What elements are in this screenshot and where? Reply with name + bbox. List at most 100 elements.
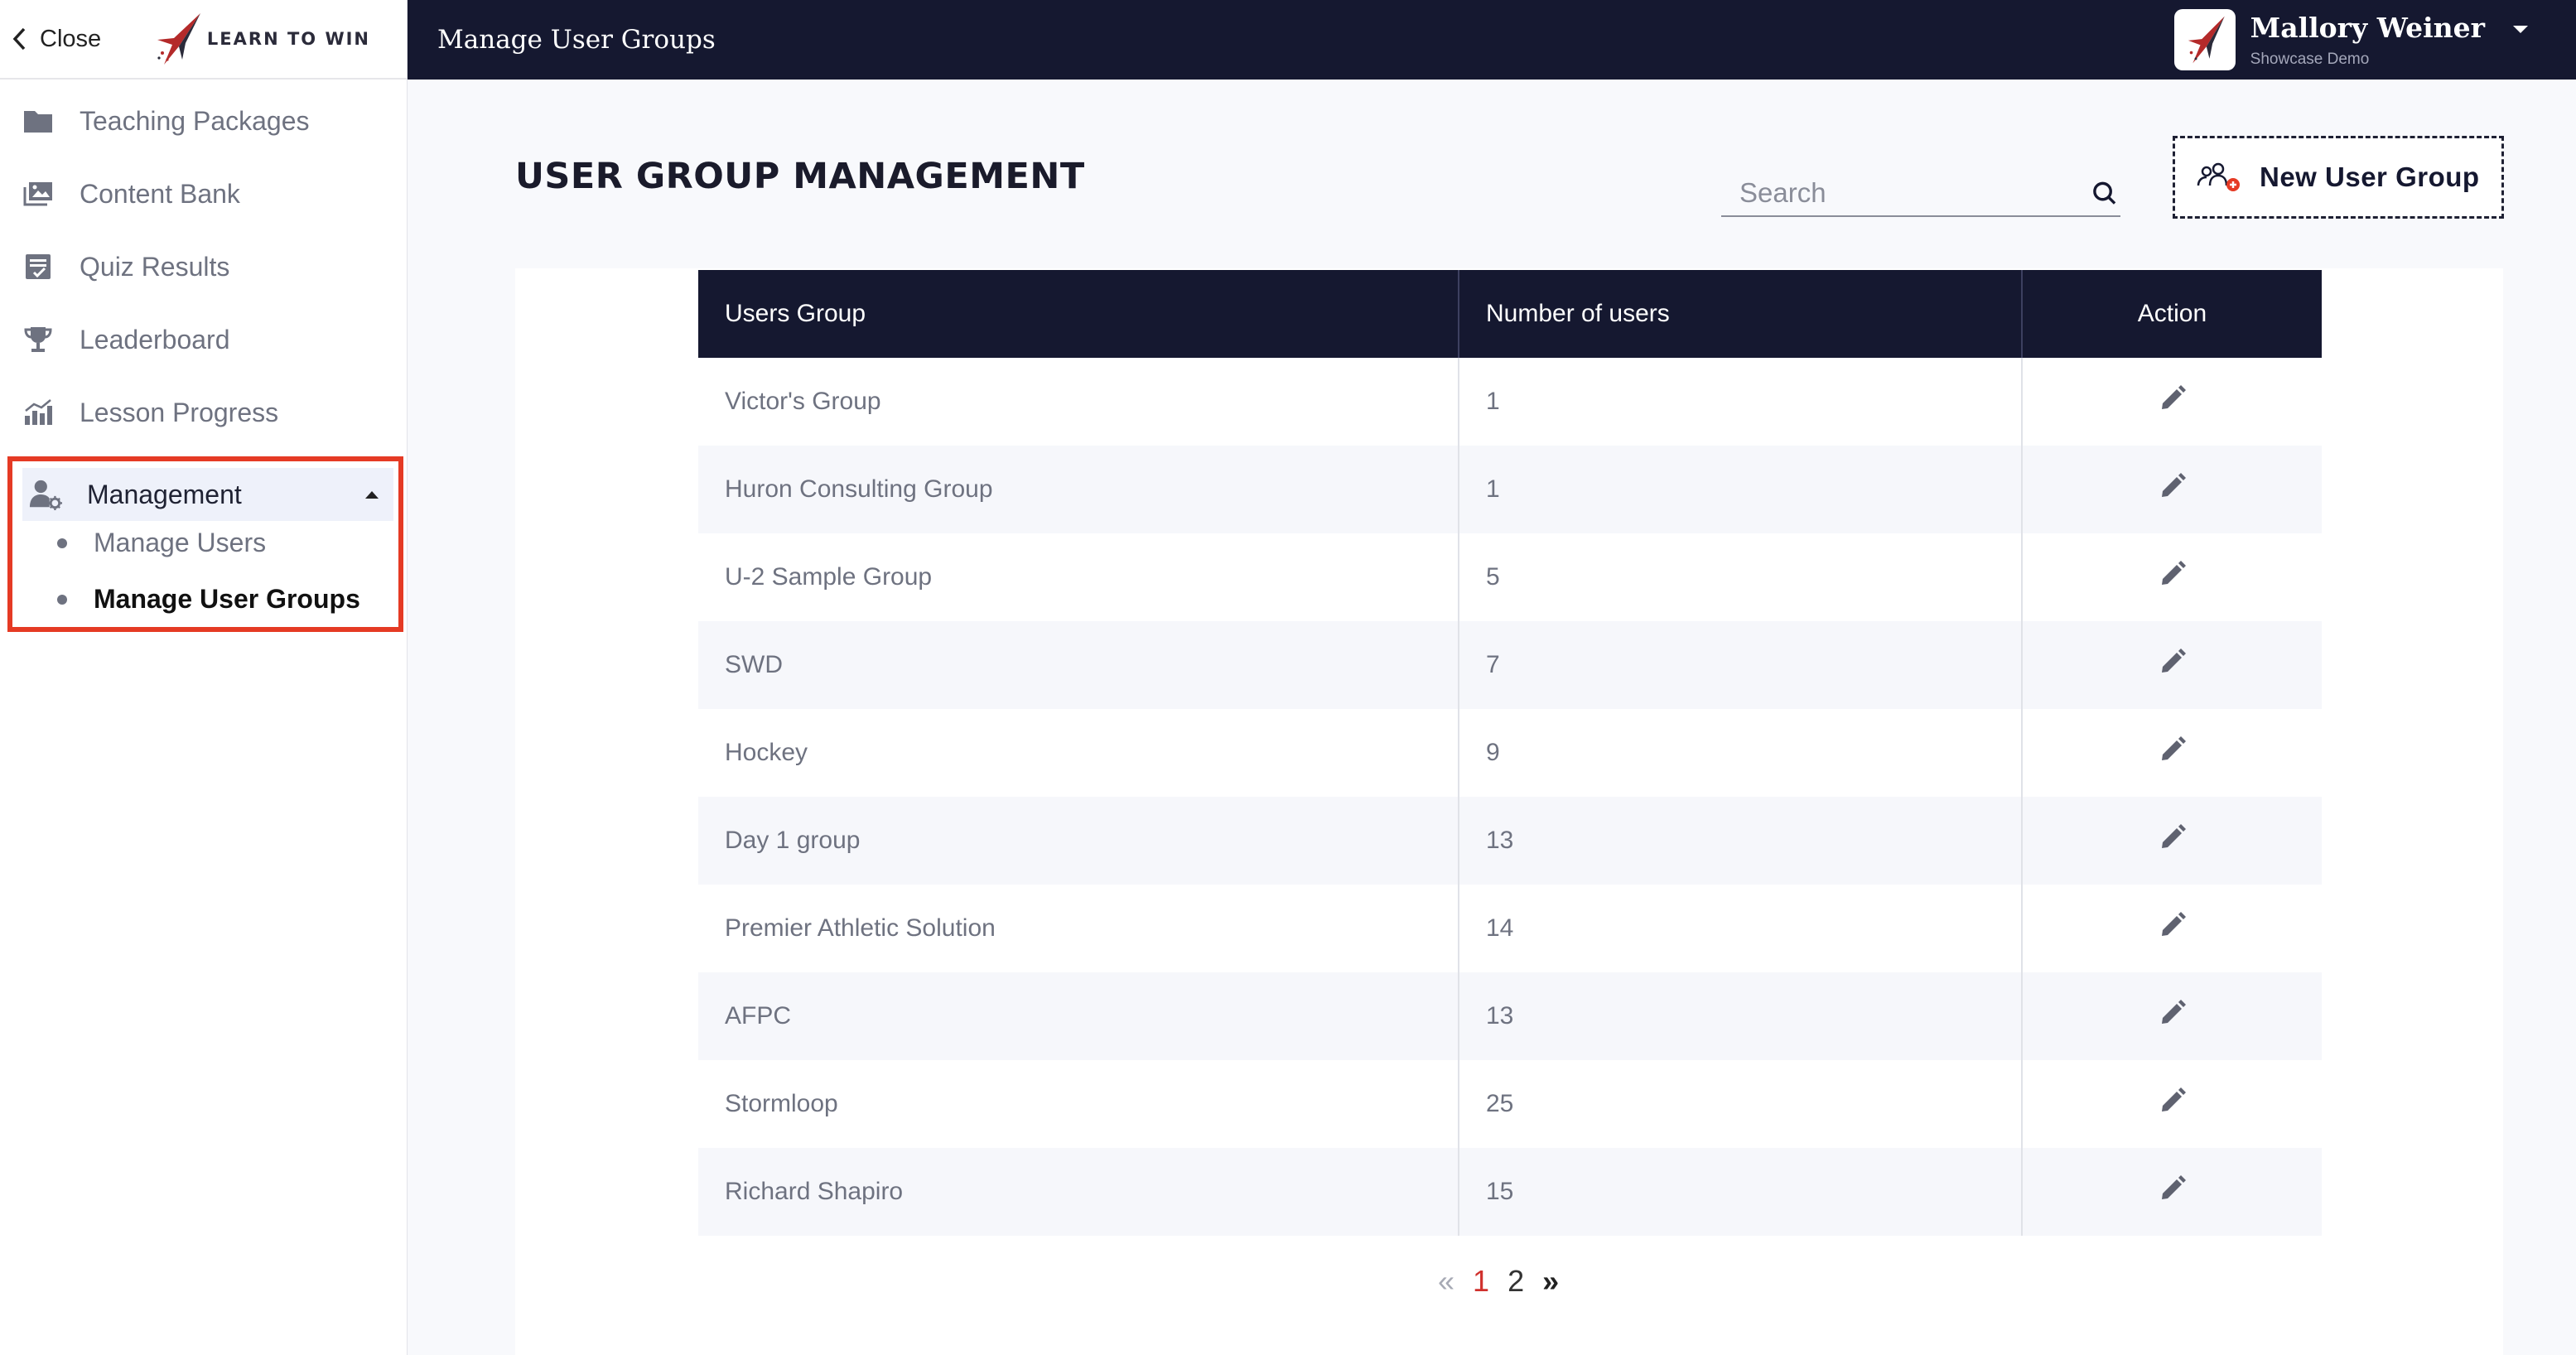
group-name-cell: Richard Shapiro	[698, 1148, 1459, 1236]
sidebar-item-label: Teaching Packages	[80, 105, 310, 136]
new-user-group-label: New User Group	[2260, 162, 2480, 192]
group-name-cell: AFPC	[698, 972, 1459, 1060]
column-header-number-of-users[interactable]: Number of users	[1458, 270, 2022, 358]
table-row: Victor's Group 1	[698, 358, 2322, 446]
group-name-cell: Premier Athletic Solution	[698, 885, 1459, 972]
action-cell	[2021, 972, 2322, 1060]
table-row: SWD 7	[698, 621, 2322, 709]
user-menu[interactable]: Mallory Weiner Showcase Demo	[2173, 9, 2528, 70]
edit-icon[interactable]	[2158, 998, 2188, 1028]
user-count-cell: 13	[1458, 972, 2022, 1060]
group-name-cell: Stormloop	[698, 1060, 1459, 1148]
table-row: Huron Consulting Group 1	[698, 446, 2322, 533]
group-name-cell: SWD	[698, 621, 1459, 709]
chart-icon	[22, 396, 55, 429]
action-cell	[2021, 1148, 2322, 1236]
management-highlight: Management Manage Users Manage User Grou…	[7, 456, 403, 632]
new-user-group-button[interactable]: New User Group	[2173, 136, 2504, 219]
user-count-cell: 13	[1458, 797, 2022, 885]
user-count-cell: 15	[1458, 1148, 2022, 1236]
sidebar-header: Close LEARN TO WIN	[0, 0, 407, 80]
edit-icon[interactable]	[2158, 647, 2188, 677]
table-row: Premier Athletic Solution 14	[698, 885, 2322, 972]
pagination: « 1 2 »	[1438, 1264, 1559, 1299]
sidebar-item-quiz-results[interactable]: Quiz Results	[0, 230, 407, 303]
action-cell	[2021, 797, 2322, 885]
sidebar-item-label: Lesson Progress	[80, 397, 279, 427]
close-button[interactable]: Close	[12, 26, 101, 53]
sidebar-item-label: Quiz Results	[80, 251, 230, 282]
table-header-row: Users Group Number of users Action	[698, 270, 2322, 358]
action-cell	[2021, 1060, 2322, 1148]
add-group-icon	[2197, 162, 2240, 191]
edit-icon[interactable]	[2158, 735, 2188, 764]
sidebar-item-label: Leaderboard	[80, 324, 230, 354]
user-count-cell: 1	[1458, 358, 2022, 446]
folder-icon	[22, 104, 55, 137]
edit-icon[interactable]	[2158, 471, 2188, 501]
sidebar-item-manage-users[interactable]: Manage Users	[57, 528, 266, 558]
sidebar-subitem-label: Manage Users	[94, 528, 267, 557]
user-groups-table: Users Group Number of users Action Victo…	[698, 270, 2322, 1236]
user-count-cell: 9	[1458, 709, 2022, 797]
search-icon[interactable]	[2091, 180, 2117, 206]
user-org: Showcase Demo	[2250, 50, 2370, 68]
pagination-page-1[interactable]: 1	[1473, 1264, 1490, 1298]
action-cell	[2021, 533, 2322, 621]
group-name-cell: Day 1 group	[698, 797, 1459, 885]
sidebar-subitem-label: Manage User Groups	[94, 584, 360, 614]
group-name-cell: U-2 Sample Group	[698, 533, 1459, 621]
table-row: AFPC 13	[698, 972, 2322, 1060]
user-count-cell: 1	[1458, 446, 2022, 533]
avatar	[2173, 9, 2236, 70]
edit-icon[interactable]	[2158, 910, 2188, 940]
user-info: Mallory Weiner Showcase Demo	[2250, 12, 2485, 69]
table-row: Hockey 9	[698, 709, 2322, 797]
group-name-cell: Huron Consulting Group	[698, 446, 1459, 533]
sidebar-item-lesson-progress[interactable]: Lesson Progress	[0, 376, 407, 449]
sidebar-item-management[interactable]: Management	[22, 468, 393, 521]
user-count-cell: 7	[1458, 621, 2022, 709]
chevron-down-icon[interactable]	[2513, 25, 2528, 33]
table-row: U-2 Sample Group 5	[698, 533, 2322, 621]
pagination-next[interactable]: »	[1542, 1264, 1560, 1298]
table-row: Richard Shapiro 15	[698, 1148, 2322, 1236]
top-bar: Manage User Groups Mallory Weiner Showca…	[408, 0, 2576, 80]
search-box	[1721, 171, 2120, 217]
user-count-cell: 5	[1458, 533, 2022, 621]
action-cell	[2021, 709, 2322, 797]
user-count-cell: 25	[1458, 1060, 2022, 1148]
edit-icon[interactable]	[2158, 1174, 2188, 1203]
pagination-prev[interactable]: «	[1438, 1264, 1455, 1298]
sidebar-item-teaching-packages[interactable]: Teaching Packages	[0, 84, 407, 157]
column-header-action: Action	[2021, 270, 2322, 358]
sidebar-item-content-bank[interactable]: Content Bank	[0, 157, 407, 230]
table-row: Stormloop 25	[698, 1060, 2322, 1148]
action-cell	[2021, 621, 2322, 709]
caret-up-icon	[365, 490, 379, 499]
edit-icon[interactable]	[2158, 1086, 2188, 1116]
group-name-cell: Victor's Group	[698, 358, 1459, 446]
logo-bird-icon	[157, 13, 200, 65]
user-gear-icon	[29, 478, 62, 511]
sidebar-item-leaderboard[interactable]: Leaderboard	[0, 303, 407, 376]
action-cell	[2021, 358, 2322, 446]
user-count-cell: 14	[1458, 885, 2022, 972]
search-input[interactable]	[1721, 177, 2091, 209]
edit-icon[interactable]	[2158, 822, 2188, 852]
edit-icon[interactable]	[2158, 383, 2188, 413]
sidebar: Close LEARN TO WIN Teaching Packages Con…	[0, 0, 408, 1355]
action-cell	[2021, 885, 2322, 972]
edit-icon[interactable]	[2158, 559, 2188, 589]
pagination-page-2[interactable]: 2	[1507, 1264, 1525, 1298]
logo-bird-icon	[2188, 16, 2225, 64]
sidebar-item-label: Content Bank	[80, 178, 240, 209]
column-header-users-group[interactable]: Users Group	[698, 270, 1459, 358]
user-name: Mallory Weiner	[2250, 11, 2485, 44]
learn-to-win-logo: LEARN TO WIN	[152, 10, 370, 68]
trophy-icon	[22, 323, 55, 356]
sidebar-item-manage-user-groups[interactable]: Manage User Groups	[57, 584, 360, 615]
images-icon	[22, 177, 55, 210]
quiz-icon	[22, 250, 55, 283]
header-title: Manage User Groups	[437, 25, 716, 55]
